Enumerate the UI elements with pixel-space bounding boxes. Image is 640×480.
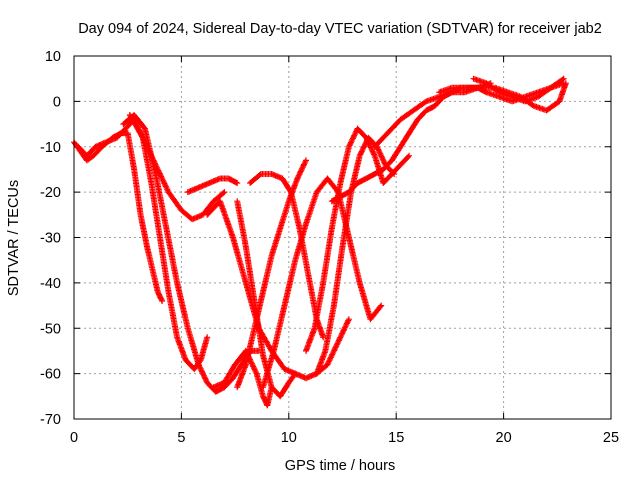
series-arc-4	[126, 112, 228, 223]
x-tick-label: 0	[70, 430, 78, 446]
y-tick-label: -50	[40, 321, 61, 337]
data-point-markers	[184, 175, 241, 196]
data-point-markers	[492, 80, 569, 114]
series-arc-11	[260, 175, 385, 391]
y-axis-label: SDTVAR / TECUs	[6, 180, 22, 296]
data-point-markers	[120, 112, 262, 395]
y-tick-label: -60	[40, 367, 61, 383]
x-tick-label: 10	[281, 430, 297, 446]
y-tick-label: 0	[53, 94, 61, 110]
x-axis-label: GPS time / hours	[285, 458, 395, 474]
series-arc-3	[120, 112, 262, 395]
y-tick-label: -70	[40, 412, 61, 428]
y-tick-label: 10	[45, 49, 61, 65]
y-tick-label: -40	[40, 276, 61, 292]
series-arc-5	[184, 175, 241, 196]
x-tick-label: 25	[603, 430, 619, 446]
series-arc-18	[492, 80, 569, 114]
data-points	[71, 75, 569, 409]
series-arc-9	[234, 198, 299, 400]
data-point-markers	[234, 198, 299, 400]
grid	[74, 56, 611, 419]
x-tick-label: 15	[388, 430, 404, 446]
x-tick-label: 5	[177, 430, 185, 446]
chart-title: Day 094 of 2024, Sidereal Day-to-day VTE…	[78, 21, 602, 37]
y-tick-label: -20	[40, 185, 61, 201]
data-point-markers	[303, 125, 413, 354]
plot-frame	[73, 55, 612, 420]
series-arc-12	[303, 125, 413, 354]
y-tick-label: -10	[40, 140, 61, 156]
data-point-markers	[126, 112, 228, 223]
y-tick-label: -30	[40, 231, 61, 247]
data-point-markers	[260, 175, 385, 391]
x-tick-label: 20	[496, 430, 512, 446]
